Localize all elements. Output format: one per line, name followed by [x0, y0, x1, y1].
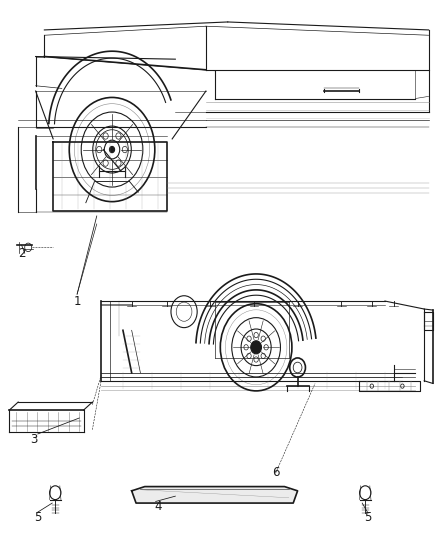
Text: 4: 4	[154, 500, 162, 513]
Text: 5: 5	[364, 511, 371, 524]
Text: 6: 6	[272, 466, 279, 479]
Circle shape	[110, 147, 115, 152]
Text: 5: 5	[34, 511, 42, 524]
Text: 1: 1	[73, 295, 81, 308]
Circle shape	[251, 341, 261, 354]
Text: 2: 2	[18, 247, 25, 260]
Text: 3: 3	[30, 433, 37, 446]
Polygon shape	[132, 487, 297, 503]
